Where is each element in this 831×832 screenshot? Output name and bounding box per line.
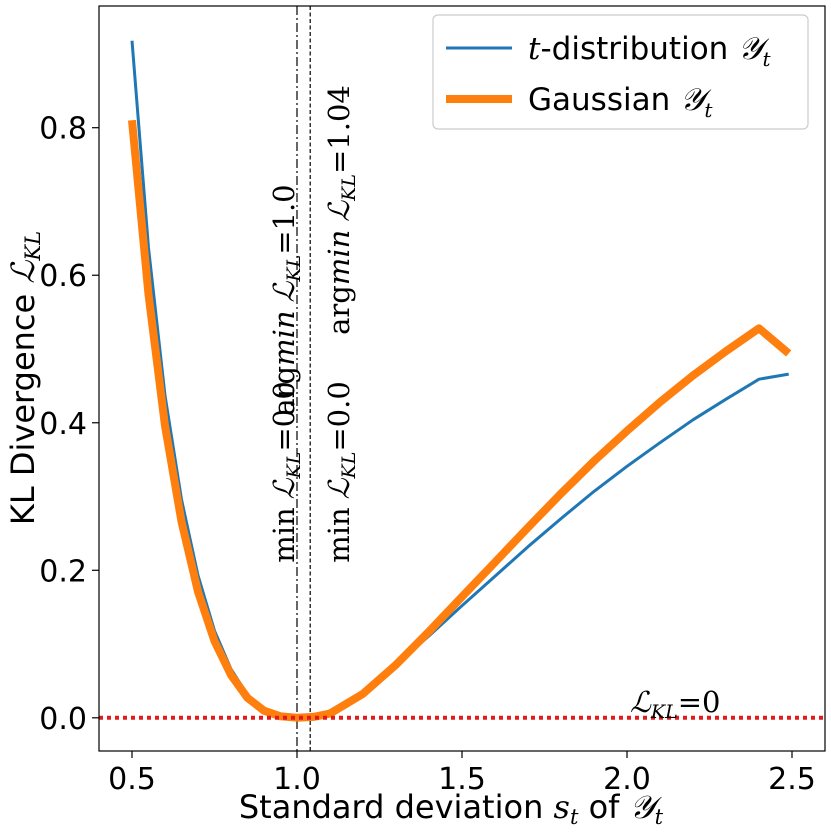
y-tick-label-0: 0.0 (39, 702, 87, 737)
y-tick-label-4: 0.8 (39, 112, 87, 147)
legend-label-t-distribution: t-distribution 𝒴t (528, 31, 771, 71)
series-line-gaussian (128, 119, 792, 722)
vline1-bottom-annotation: minℒKL=0.0 (267, 381, 305, 563)
y-tick-label-3: 0.6 (39, 259, 87, 294)
legend-label-gaussian: Gaussian 𝒴t (528, 82, 713, 122)
x-tick-label-2: 1.5 (438, 762, 486, 797)
vline2-top-annotation: argminℒKL=1.04 (322, 85, 360, 335)
x-tick-label-3: 2.0 (603, 762, 651, 797)
y-tick-label-1: 0.2 (39, 554, 87, 589)
y-axis-label: KL Divergence ℒKL (4, 231, 45, 525)
legend-box (432, 14, 809, 130)
vline2-bottom-annotation: minℒKL=0.0 (322, 381, 360, 563)
x-tick-label-1: 1.0 (273, 762, 321, 797)
plot-frame (98, 5, 826, 752)
x-tick-label-0: 0.5 (108, 762, 156, 797)
vline1-top-annotation: argminℒKL=1.0 (267, 184, 305, 415)
y-tick-label-2: 0.4 (39, 407, 87, 442)
x-tick-label-4: 2.5 (768, 762, 816, 797)
zero-line-label: ℒKL=0 (630, 685, 720, 723)
x-axis-label: Standard deviation st of 𝒴t (239, 788, 664, 829)
plot-area (99, 6, 825, 751)
legend: t-distribution 𝒴t Gaussian 𝒴t (432, 14, 809, 130)
